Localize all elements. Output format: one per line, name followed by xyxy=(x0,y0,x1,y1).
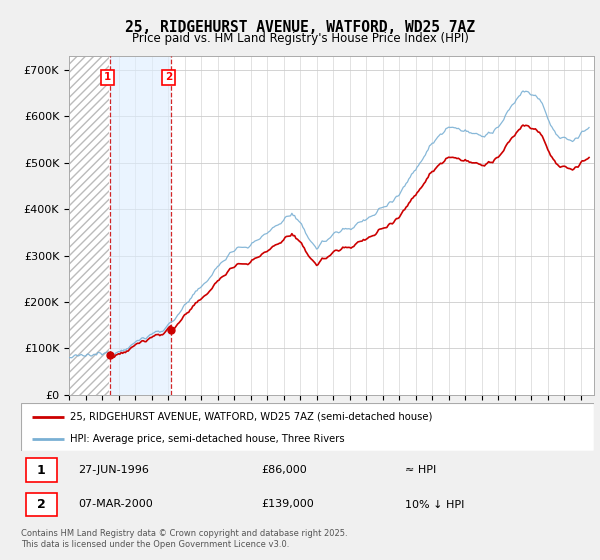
Text: 1: 1 xyxy=(104,72,111,82)
Text: 27-JUN-1996: 27-JUN-1996 xyxy=(79,465,149,475)
Text: 2: 2 xyxy=(165,72,172,82)
Text: 2: 2 xyxy=(37,498,46,511)
Text: 1: 1 xyxy=(37,464,46,477)
Text: £86,000: £86,000 xyxy=(262,465,307,475)
Text: Price paid vs. HM Land Registry's House Price Index (HPI): Price paid vs. HM Land Registry's House … xyxy=(131,32,469,45)
Text: HPI: Average price, semi-detached house, Three Rivers: HPI: Average price, semi-detached house,… xyxy=(70,434,344,444)
Text: 07-MAR-2000: 07-MAR-2000 xyxy=(79,500,153,510)
Text: ≈ HPI: ≈ HPI xyxy=(405,465,436,475)
Bar xyxy=(26,458,57,482)
Text: Contains HM Land Registry data © Crown copyright and database right 2025.
This d: Contains HM Land Registry data © Crown c… xyxy=(21,529,347,549)
Bar xyxy=(26,492,57,516)
Text: 25, RIDGEHURST AVENUE, WATFORD, WD25 7AZ (semi-detached house): 25, RIDGEHURST AVENUE, WATFORD, WD25 7AZ… xyxy=(70,412,432,422)
Text: £139,000: £139,000 xyxy=(262,500,314,510)
Text: 10% ↓ HPI: 10% ↓ HPI xyxy=(405,500,464,510)
Text: 25, RIDGEHURST AVENUE, WATFORD, WD25 7AZ: 25, RIDGEHURST AVENUE, WATFORD, WD25 7AZ xyxy=(125,20,475,35)
